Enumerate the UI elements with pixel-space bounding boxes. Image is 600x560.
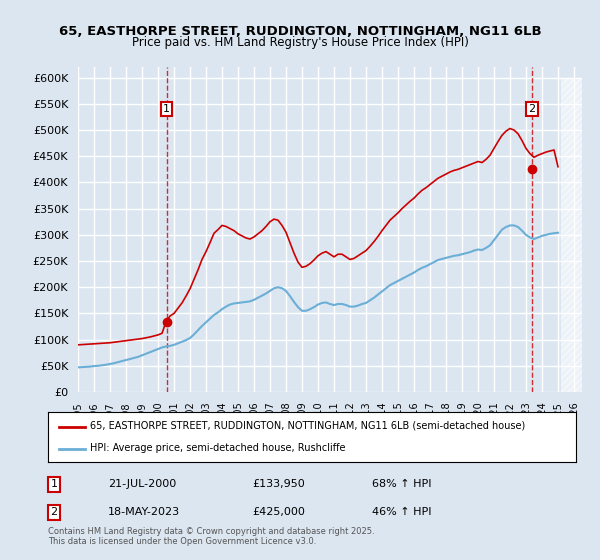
Text: 68% ↑ HPI: 68% ↑ HPI: [372, 479, 431, 489]
Text: 1: 1: [163, 104, 170, 114]
Text: 46% ↑ HPI: 46% ↑ HPI: [372, 507, 431, 517]
Text: £425,000: £425,000: [252, 507, 305, 517]
Text: 18-MAY-2023: 18-MAY-2023: [108, 507, 180, 517]
Text: 65, EASTHORPE STREET, RUDDINGTON, NOTTINGHAM, NG11 6LB (semi-detached house): 65, EASTHORPE STREET, RUDDINGTON, NOTTIN…: [90, 421, 526, 431]
Text: 65, EASTHORPE STREET, RUDDINGTON, NOTTINGHAM, NG11 6LB: 65, EASTHORPE STREET, RUDDINGTON, NOTTIN…: [59, 25, 541, 38]
Text: 21-JUL-2000: 21-JUL-2000: [108, 479, 176, 489]
Text: HPI: Average price, semi-detached house, Rushcliffe: HPI: Average price, semi-detached house,…: [90, 444, 346, 454]
Text: 2: 2: [529, 104, 536, 114]
Text: Contains HM Land Registry data © Crown copyright and database right 2025.
This d: Contains HM Land Registry data © Crown c…: [48, 526, 374, 546]
Text: 2: 2: [50, 507, 58, 517]
Text: 1: 1: [50, 479, 58, 489]
Text: Price paid vs. HM Land Registry's House Price Index (HPI): Price paid vs. HM Land Registry's House …: [131, 36, 469, 49]
Text: £133,950: £133,950: [252, 479, 305, 489]
